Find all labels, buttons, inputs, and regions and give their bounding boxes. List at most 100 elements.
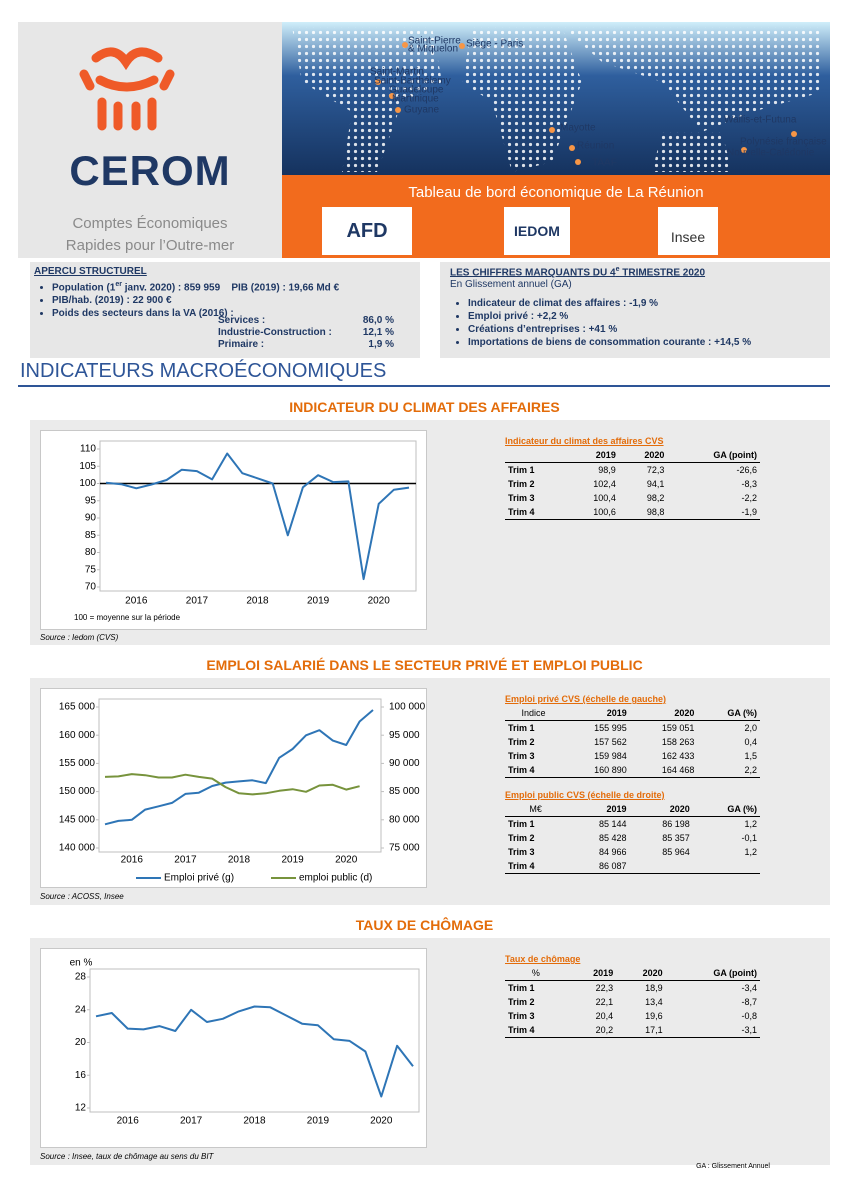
map: Saint-Pierre & Miquelon Siège - Paris Sa… (282, 22, 830, 175)
partner-logo: IEDOM (504, 207, 570, 255)
chart-box: 140 000 145 000 150 000 155 000 160 000 165 0… (40, 688, 427, 888)
table-cell: Trim 2 (508, 997, 535, 1007)
y-tick-label: 28 (75, 972, 87, 983)
highlight-item: Indicateur de climat des affaires : -1,9… (468, 297, 848, 310)
table-cell: 1,2 (744, 819, 757, 829)
table-cell: -8,3 (741, 479, 757, 489)
plot-frame (99, 440, 417, 592)
map-label: Saint-Barthélemy (374, 76, 451, 87)
table-row: Trim 3 20,4 19,6 -0,8 (505, 1009, 760, 1023)
table-cell: Trim 4 (505, 859, 567, 874)
table-cell: 84 966 (598, 847, 627, 857)
header-cell: 2020 (629, 802, 693, 817)
header-cell: GA (point) (665, 966, 760, 981)
highlight-item: Importations de biens de consommation co… (468, 336, 848, 349)
table-cell (692, 859, 760, 874)
table-row: Trim 4 100,6 98,8 -1,9 (505, 505, 760, 520)
chart: 140 000 145 000 150 000 155 000 160 000 165 0… (59, 698, 426, 884)
header-cell: 2020 (616, 966, 666, 981)
map-label: Guyane (404, 105, 439, 116)
table-cell: 94,1 (646, 479, 665, 489)
y2-tick-label: 80 000 (389, 814, 420, 825)
chart-title: TAUX DE CHÔMAGE (355, 917, 494, 933)
table-row: Trim 2 85 428 85 357 -0,1 (505, 831, 760, 845)
table-cell: 2,0 (744, 723, 757, 733)
y-tick-label: 160 000 (59, 730, 96, 741)
table-header: Indice 2019 2020 GA (%) (505, 706, 760, 721)
sector-row: Primaire : 1,9 % (218, 339, 394, 351)
sector-value: 12,1 % (362, 327, 394, 338)
chart: 70 75 80 85 90 95 100 105 110 2016 2017 2018 2019 202… (74, 440, 417, 622)
table-cell: 17,1 (616, 1023, 666, 1038)
table-title: Emploi privé CVS (échelle de gauche) (505, 694, 667, 704)
text: PIB (2019) : 19,66 Md € (231, 282, 340, 294)
table-cell: Trim 3 (508, 847, 535, 857)
plot-frame (89, 968, 420, 1113)
x-tick-label: 2019 (307, 1116, 330, 1127)
header-cell: GA (%) (697, 706, 760, 721)
table-row: Trim 4 160 890 164 468 2,2 (505, 763, 760, 778)
sector-row: Services : 86,0 % (218, 315, 394, 327)
y-tick-label: 105 (79, 461, 96, 472)
table-header: 2019 2020 GA (point) (505, 448, 760, 463)
table-cell: Trim 3 (508, 493, 535, 503)
table-cell: Trim 2 (508, 833, 535, 843)
header-cell: 2020 (618, 448, 668, 463)
logo-subtitle: Rapides pour l’Outre-mer (65, 237, 235, 254)
data-table: Taux de chômage% 2019 2020 GA (point) Trim 1… (505, 954, 760, 1038)
map-label: Martinique (392, 94, 439, 105)
header-cell: GA (point) (667, 448, 760, 463)
x-tick-label: 2020 (370, 1116, 393, 1127)
table-cell: Trim 1 (508, 723, 535, 733)
logo-subtitle: Comptes Économiques (72, 215, 228, 232)
y-tick-label: 70 (85, 582, 97, 593)
table-title: Indicateur du climat des affaires CVS (505, 436, 664, 446)
header-cell: 2019 (566, 802, 630, 817)
chart-title: INDICATEUR DU CLIMAT DES AFFAIRES (289, 399, 560, 415)
data-table: Indicateur du climat des affaires CVS 201… (505, 436, 760, 520)
table-cell: 1,5 (744, 751, 757, 761)
table-row: Trim 2 157 562 158 263 0,4 (505, 735, 760, 749)
chart-box: 70 75 80 85 90 95 100 105 110 2016 2017 2018 2019 202… (40, 430, 427, 630)
y-tick-label: 12 (75, 1103, 87, 1114)
legend-label: Emploi privé (g) (164, 873, 234, 884)
highlight-item: Emploi privé : +2,2 % (468, 310, 848, 323)
y-tick-label: 100 (79, 478, 96, 489)
y2-tick-label: 100 000 (389, 702, 426, 713)
table-cell: 102,4 (593, 479, 616, 489)
y-tick-label: 165 000 (59, 702, 96, 713)
table-cell: 164 468 (629, 763, 698, 778)
table-cell: 20,4 (595, 1011, 614, 1021)
table-cell: 85 144 (598, 819, 627, 829)
table-cell: Trim 3 (508, 751, 535, 761)
table-row: Trim 2 22,1 13,4 -8,7 (505, 995, 760, 1009)
y-tick-label: 85 (85, 530, 97, 541)
banner: Tableau de bord économique de La Réunion… (282, 175, 830, 258)
map-label: Réunion (577, 141, 614, 152)
header-cell: Indice (505, 706, 563, 721)
y2-tick-label: 90 000 (389, 758, 420, 769)
x-tick-label: 2017 (180, 1116, 203, 1127)
x-tick-label: 2019 (307, 596, 330, 607)
sector-row: Industrie-Construction : 12,1 % (218, 327, 394, 339)
chart: 12 16 20 24 28 2016 2017 2018 2019 2020 en % (70, 958, 420, 1127)
map-label: & Miquelon (408, 44, 458, 55)
text: LES CHIFFRES MARQUANTS DU 4 (450, 267, 616, 279)
sector-list: Services :86,0 % Industrie-Construction :… (218, 315, 394, 351)
box-subtitle: En Glissement annuel (GA) (450, 279, 572, 290)
table-cell: 85 964 (662, 847, 690, 857)
banner-title: Tableau de bord économique de La Réunion (408, 184, 704, 201)
line-series (104, 709, 374, 826)
table-cell (629, 859, 693, 874)
structure-box: APERCU STRUCTUREL Population (1er janv. … (30, 262, 420, 358)
y2-tick-label: 75 000 (389, 843, 420, 854)
table-cell: -8,7 (741, 997, 757, 1007)
table-cell: 86 087 (566, 859, 630, 874)
header-cell: 2019 (566, 966, 617, 981)
table-cell: Trim 4 (505, 763, 563, 778)
table-cell: -3,1 (665, 1023, 760, 1038)
sector-name: Industrie-Construction : (218, 327, 332, 338)
header-cell: 2019 (565, 448, 619, 463)
plot-frame (98, 698, 382, 853)
